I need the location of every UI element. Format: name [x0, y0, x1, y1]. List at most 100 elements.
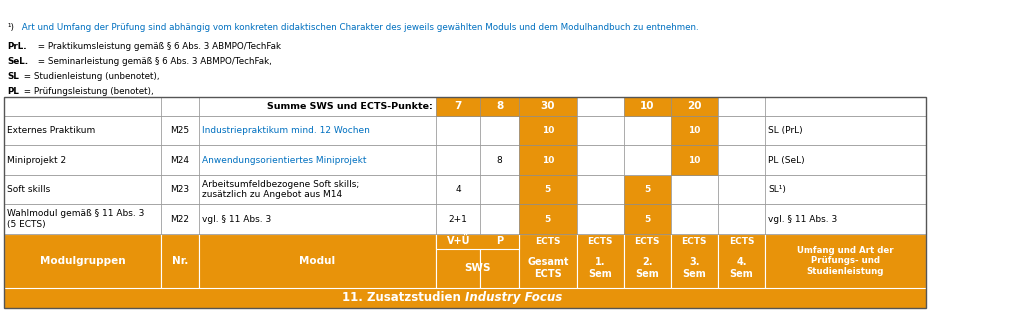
Bar [519, 116, 577, 145]
Text: = Praktikumsleistung gemäß § 6 Abs. 3 ABMPO/TechFak: = Praktikumsleistung gemäß § 6 Abs. 3 AB… [35, 42, 281, 51]
Text: P: P [497, 236, 503, 246]
Bar [765, 116, 926, 145]
Bar [480, 97, 519, 116]
Bar [480, 175, 519, 204]
Bar [436, 116, 480, 145]
Bar [765, 175, 926, 204]
Text: 2.
Sem: 2. Sem [635, 258, 659, 279]
Bar [765, 97, 926, 116]
Bar [480, 204, 519, 234]
Text: 5: 5 [545, 215, 551, 224]
Text: PL: PL [7, 87, 19, 96]
Bar [436, 97, 480, 116]
Bar [4, 145, 926, 175]
Text: Industry Focus: Industry Focus [465, 291, 562, 304]
Bar [199, 175, 436, 204]
Text: Nr.: Nr. [172, 256, 187, 266]
Text: 1.
Sem: 1. Sem [588, 258, 612, 279]
Bar [480, 234, 519, 288]
Bar [436, 145, 480, 175]
Text: 30: 30 [541, 101, 555, 111]
Bar [4, 204, 926, 234]
Text: Anwendungsorientiertes Miniprojekt: Anwendungsorientiertes Miniprojekt [202, 156, 367, 165]
Bar [718, 175, 765, 204]
Bar [624, 145, 671, 175]
Text: 7: 7 [455, 101, 462, 111]
Text: vgl. § 11 Abs. 3: vgl. § 11 Abs. 3 [202, 215, 271, 224]
Text: = Studienleistung (unbenotet),: = Studienleistung (unbenotet), [22, 72, 160, 81]
Bar [624, 97, 671, 116]
Text: ECTS: ECTS [588, 237, 612, 246]
Text: M23: M23 [170, 185, 189, 194]
Bar [718, 97, 765, 116]
Text: Soft skills: Soft skills [7, 185, 50, 194]
Bar [624, 234, 671, 288]
Text: Modulgruppen: Modulgruppen [40, 256, 125, 266]
Bar [624, 116, 671, 145]
Bar [4, 97, 161, 116]
Text: Summe SWS und ECTS-Punkte:: Summe SWS und ECTS-Punkte: [267, 102, 433, 111]
Bar [161, 204, 199, 234]
Bar [671, 145, 718, 175]
Text: 20: 20 [687, 101, 701, 111]
Bar [199, 234, 436, 288]
Bar [577, 145, 624, 175]
Bar [624, 204, 671, 234]
Bar [161, 234, 199, 288]
Bar [161, 145, 199, 175]
Bar [4, 204, 161, 234]
Text: ¹): ¹) [7, 23, 14, 31]
Bar [671, 116, 718, 145]
Text: 11. Zusatzstudien: 11. Zusatzstudien [342, 291, 465, 304]
Bar [199, 145, 436, 175]
Bar [199, 97, 436, 116]
Text: ECTS: ECTS [635, 237, 659, 246]
Text: vgl. § 11 Abs. 3: vgl. § 11 Abs. 3 [768, 215, 838, 224]
Text: SL (PrL): SL (PrL) [768, 126, 803, 135]
Text: SL¹): SL¹) [768, 185, 785, 194]
Text: 3.
Sem: 3. Sem [682, 258, 707, 279]
Text: Umfang und Art der
Prüfungs- und
Studienleistung: Umfang und Art der Prüfungs- und Studien… [797, 246, 894, 276]
Bar [519, 145, 577, 175]
Text: = Prüfungsleistung (benotet),: = Prüfungsleistung (benotet), [22, 87, 154, 96]
Bar [577, 97, 624, 116]
Bar [718, 116, 765, 145]
Bar [718, 145, 765, 175]
Bar [4, 175, 926, 204]
Text: PL (SeL): PL (SeL) [768, 156, 805, 165]
Bar [519, 97, 577, 116]
Text: M22: M22 [170, 215, 189, 224]
Text: ECTS: ECTS [729, 237, 754, 246]
Text: Modul: Modul [299, 256, 336, 266]
Bar [4, 116, 926, 145]
Text: Arbeitsumfeldbezogene Soft skills;
zusätzlich zu Angebot aus M14: Arbeitsumfeldbezogene Soft skills; zusät… [202, 180, 359, 199]
Text: 4.
Sem: 4. Sem [729, 258, 754, 279]
Text: SWS: SWS [465, 263, 490, 273]
Bar [4, 175, 161, 204]
Text: V+Ü: V+Ü [446, 236, 470, 246]
Bar [161, 97, 199, 116]
Bar [671, 204, 718, 234]
Bar [480, 116, 519, 145]
Bar [480, 145, 519, 175]
Bar [577, 175, 624, 204]
Bar [519, 175, 577, 204]
Bar [199, 116, 436, 145]
Bar [436, 204, 480, 234]
Text: Art und Umfang der Prüfung sind abhängig vom konkreten didaktischen Charakter de: Art und Umfang der Prüfung sind abhängig… [19, 23, 699, 31]
Text: 5: 5 [644, 215, 650, 224]
Bar [577, 116, 624, 145]
Text: 5: 5 [545, 185, 551, 194]
Bar [4, 97, 926, 116]
Bar [4, 234, 161, 288]
Text: 8: 8 [496, 101, 504, 111]
Text: 10: 10 [542, 126, 554, 135]
Bar [718, 234, 765, 288]
Bar [161, 116, 199, 145]
Bar [765, 234, 926, 288]
Text: Gesamt
ECTS: Gesamt ECTS [527, 258, 568, 279]
Bar [671, 234, 718, 288]
Text: 10: 10 [688, 156, 700, 165]
Bar [4, 234, 926, 288]
Text: ECTS: ECTS [536, 237, 560, 246]
